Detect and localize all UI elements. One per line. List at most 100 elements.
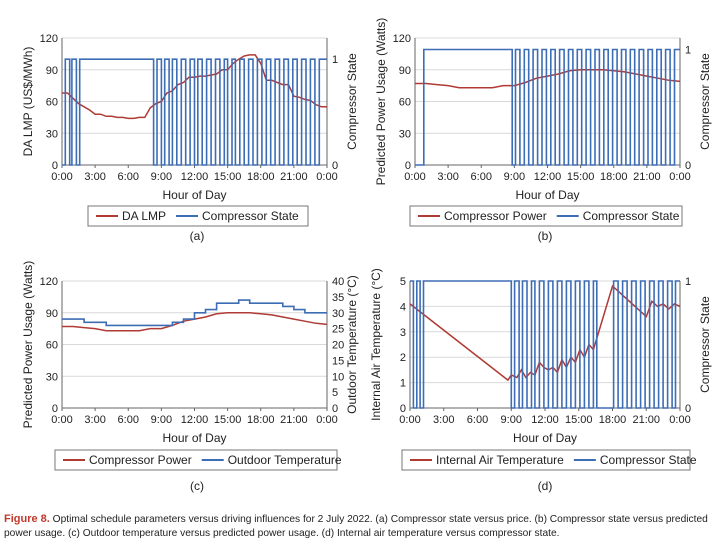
y2-tick-label: 0 — [332, 403, 338, 415]
y-tick-label: 120 — [40, 33, 58, 45]
y-tick-label: 30 — [46, 128, 58, 140]
x-tick-label: 18:00 — [247, 414, 275, 426]
y-tick-label: 0 — [52, 403, 58, 415]
y-tick-label: 30 — [46, 371, 58, 383]
y2-axis-label: Compressor State — [698, 296, 712, 393]
x-tick-label: 9:00 — [151, 414, 172, 426]
y-tick-label: 120 — [40, 276, 58, 288]
y-tick-label: 90 — [399, 65, 411, 77]
y-tick-label: 30 — [399, 128, 411, 140]
y2-axis-label: Outdoor Temperature (°C) — [345, 275, 359, 414]
y-tick-label: 1 — [400, 378, 406, 390]
y2-tick-label: 0 — [685, 403, 691, 415]
y2-tick-label: 40 — [332, 276, 344, 288]
legend-entry: Compressor State — [583, 209, 680, 223]
legend-entry: Compressor State — [202, 209, 299, 223]
y2-tick-label: 35 — [332, 292, 344, 304]
legend-box — [409, 205, 683, 227]
y-tick-label: 5 — [400, 276, 406, 288]
x-tick-label: 9:00 — [504, 171, 525, 183]
series-line-2 — [62, 299, 327, 327]
legend-entry: Compressor Power — [89, 453, 192, 467]
x-tick-label: 9:00 — [151, 171, 172, 183]
x-tick-label: 21:00 — [280, 171, 308, 183]
x-tick-label: 15:00 — [214, 414, 242, 426]
y-tick-label: 4 — [400, 301, 406, 313]
legend-entry: Compressor State — [600, 453, 697, 467]
y-tick-label: 90 — [46, 308, 58, 320]
x-tick-label: 6:00 — [471, 171, 492, 183]
y2-tick-label: 10 — [332, 371, 344, 383]
legend: Compressor Power Compressor State — [409, 205, 683, 227]
legend: Compressor Power Outdoor Temperature — [54, 449, 342, 471]
x-tick-label: 12:00 — [534, 171, 562, 183]
caption-figure-label: Figure 8. — [4, 513, 50, 525]
x-tick-label: 18:00 — [599, 414, 627, 426]
x-tick-label: 15:00 — [565, 414, 593, 426]
legend-box — [54, 449, 338, 471]
chart-panel-1: 0 30 60 90 120 0:00 3:00 6:00 9:00 12:00 15:00 18:0… — [21, 33, 359, 243]
y-tick-label: 60 — [46, 97, 58, 109]
chart-panel-3: 0 30 60 90 120 0:00 3:00 6:00 9:00 12:00 15:00 18:0… — [21, 261, 359, 493]
legend-entry: Outdoor Temperature — [228, 453, 342, 467]
y-tick-label: 0 — [52, 160, 58, 172]
x-tick-label: 0:00 — [316, 414, 337, 426]
x-tick-label: 15:00 — [567, 171, 595, 183]
x-tick-label: 15:00 — [214, 171, 242, 183]
x-tick-label: 6:00 — [118, 171, 139, 183]
x-axis-label: Hour of Day — [515, 188, 579, 202]
series-line-2 — [62, 58, 327, 166]
x-axis-label: Hour of Day — [162, 431, 226, 445]
y2-axis-label: Compressor State — [698, 53, 712, 150]
x-tick-label: 6:00 — [467, 414, 488, 426]
x-tick-label: 12:00 — [531, 414, 559, 426]
y-tick-label: 60 — [46, 340, 58, 352]
x-tick-label: 6:00 — [118, 414, 139, 426]
x-tick-label: 21:00 — [632, 414, 660, 426]
y-axis-label: Predicted Power Usage (Watts) — [374, 18, 388, 186]
y-tick-label: 0 — [405, 160, 411, 172]
series-line-1 — [409, 284, 681, 382]
y2-tick-label: 5 — [332, 387, 338, 399]
caption-text: Optimal schedule parameters versus drivi… — [4, 514, 708, 539]
y-axis-label: Predicted Power Usage (Watts) — [21, 261, 35, 429]
panel-label: (b) — [538, 229, 553, 243]
panel-label: (d) — [538, 479, 553, 493]
y-tick-label: 3 — [400, 327, 406, 339]
x-tick-label: 3:00 — [84, 171, 105, 183]
figure-caption: Figure 8. Optimal schedule parameters ve… — [4, 512, 720, 541]
x-tick-label: 21:00 — [633, 171, 661, 183]
y2-tick-label: 30 — [332, 308, 344, 320]
y2-tick-label: 20 — [332, 340, 344, 352]
x-tick-label: 0:00 — [404, 171, 425, 183]
y-tick-label: 0 — [400, 403, 406, 415]
y-axis-label: Internal Air Temperature (°C) — [369, 268, 383, 421]
chart-panel-2: 0 30 60 90 120 0:00 3:00 6:00 9:00 12:00 15:00 18:0… — [374, 18, 712, 243]
y2-tick-label: 0 — [685, 160, 691, 172]
y2-tick-label: 1 — [685, 45, 691, 57]
legend: Internal Air Temperature Compressor State — [401, 449, 697, 471]
y-tick-label: 60 — [399, 97, 411, 109]
series-line-2 — [415, 48, 680, 166]
y2-tick-label: 1 — [685, 276, 691, 288]
y2-tick-label: 0 — [332, 160, 338, 172]
x-tick-label: 9:00 — [501, 414, 522, 426]
x-axis-label: Hour of Day — [162, 188, 226, 202]
series-line-2 — [410, 280, 680, 409]
y-tick-label: 2 — [400, 352, 406, 364]
x-tick-label: 12:00 — [181, 171, 209, 183]
x-tick-label: 0:00 — [51, 171, 72, 183]
series-line-1 — [415, 69, 681, 89]
x-tick-label: 3:00 — [84, 414, 105, 426]
panel-label: (a) — [190, 229, 205, 243]
x-tick-label: 0:00 — [51, 414, 72, 426]
x-tick-label: 18:00 — [600, 171, 628, 183]
legend-box — [401, 449, 691, 471]
legend-entry: Internal Air Temperature — [436, 453, 564, 467]
y-axis-label: DA LMP (US$/MWh) — [21, 47, 35, 157]
y2-tick-label: 15 — [332, 355, 344, 367]
x-tick-label: 0:00 — [669, 171, 690, 183]
x-tick-label: 3:00 — [437, 171, 458, 183]
y-tick-label: 90 — [46, 65, 58, 77]
